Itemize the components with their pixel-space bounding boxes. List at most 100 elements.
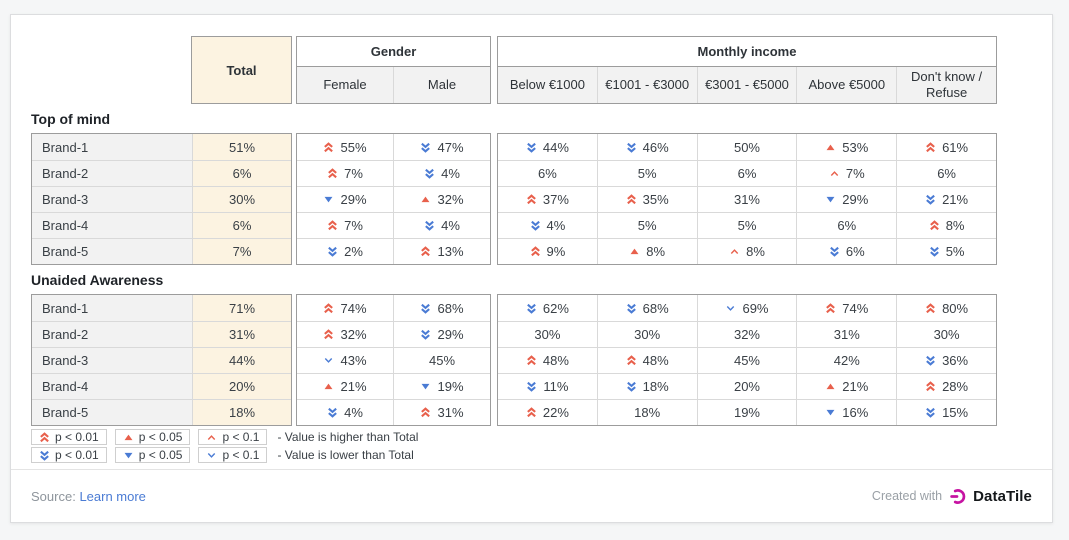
- total-cell: 6%: [192, 161, 291, 186]
- value-cell: 7%: [297, 213, 393, 238]
- total-cell: 6%: [192, 213, 291, 238]
- column-header: €1001 - €3000: [596, 67, 697, 103]
- value-cell: 68%: [596, 295, 697, 321]
- table-content: Total Gender Female Male Monthly income Below…: [11, 15, 1052, 469]
- value-cell: 6%: [498, 161, 597, 186]
- cell-value: 4%: [441, 218, 460, 233]
- table-row: Brand-3 30%: [32, 186, 291, 212]
- significance-down2-icon: [929, 246, 940, 257]
- significance-down2-icon: [327, 246, 338, 257]
- table-row: 44% 46% 50% 53% 61%: [498, 134, 996, 160]
- table-row: 43% 45%: [297, 347, 490, 373]
- group-label: Gender: [297, 37, 490, 67]
- cell-value: 80%: [942, 300, 969, 316]
- significance-up2-icon: [526, 407, 537, 418]
- significance-down2-icon: [420, 142, 431, 153]
- table-row: 30% 30% 32% 31% 30%: [498, 321, 996, 347]
- significance-up1-icon: [825, 381, 836, 392]
- table-row: 7% 4%: [297, 212, 490, 238]
- value-cell: 5%: [596, 213, 697, 238]
- value-cell: 69%: [696, 295, 797, 321]
- value-cell: 19%: [393, 374, 490, 399]
- value-cell: 31%: [696, 187, 797, 212]
- value-cell: 5%: [896, 239, 996, 264]
- cell-value: 21%: [340, 379, 367, 394]
- significance-down1-icon: [825, 194, 836, 205]
- value-cell: 80%: [896, 295, 996, 321]
- significance-down1-icon: [420, 381, 431, 392]
- significance-up2-icon: [327, 220, 338, 231]
- significance-up1-icon: [825, 142, 836, 153]
- brand-cell: Brand-1: [32, 134, 192, 160]
- total-cell: 30%: [192, 187, 291, 212]
- significance-up2-icon: [626, 194, 637, 205]
- value-cell: 9%: [498, 239, 597, 264]
- cell-value: 37%: [542, 192, 569, 207]
- table-row: 37% 35% 31% 29% 21%: [498, 186, 996, 212]
- significance-up2-icon: [420, 407, 431, 418]
- significance-up2-icon: [39, 431, 50, 443]
- value-cell: 47%: [393, 134, 490, 160]
- significance-up2-icon: [925, 381, 936, 392]
- value-cell: 5%: [696, 213, 797, 238]
- value-cell: 22%: [498, 400, 597, 425]
- cell-value: 30%: [534, 327, 561, 342]
- significance-up0-icon: [829, 168, 840, 179]
- learn-more-link[interactable]: Learn more: [79, 488, 146, 504]
- value-cell: 28%: [896, 374, 996, 399]
- cell-value: 13%: [437, 244, 464, 259]
- value-cell: 61%: [896, 134, 996, 160]
- header-group-monthly-income: Monthly income Below €1000 €1001 - €3000 €3…: [497, 36, 997, 104]
- datatile-logo-icon: [949, 488, 966, 505]
- legend-note: - Value is higher than Total: [277, 430, 419, 444]
- significance-up0-icon: [729, 246, 740, 257]
- table-row: Brand-1 51%: [32, 134, 291, 160]
- cell-value: 22%: [542, 405, 569, 420]
- table-row: 48% 48% 45% 42% 36%: [498, 347, 996, 373]
- significance-down1-icon: [323, 194, 334, 205]
- cell-value: 6%: [837, 218, 857, 233]
- section-title: Top of mind: [31, 111, 111, 127]
- header-total-cell: Total: [191, 36, 292, 104]
- significance-down2-icon: [626, 142, 637, 153]
- significance-up1-icon: [629, 246, 640, 257]
- source-line: Source: Learn more: [31, 489, 146, 504]
- cell-value: 30%: [933, 327, 960, 342]
- value-cell: 15%: [896, 400, 996, 425]
- table-row: 29% 32%: [297, 186, 490, 212]
- value-cell: 4%: [498, 213, 597, 238]
- column-header: Below €1000: [509, 76, 585, 92]
- significance-down2-icon: [39, 450, 50, 461]
- cell-value: 20%: [733, 379, 760, 394]
- total-cell: 20%: [192, 374, 291, 399]
- value-cell: 29%: [393, 322, 490, 347]
- cell-value: 4%: [441, 166, 460, 181]
- significance-down2-icon: [327, 407, 338, 418]
- cell-value: 42%: [833, 353, 860, 368]
- cell-value: 48%: [542, 353, 569, 368]
- table-row: Brand-2 6%: [32, 160, 291, 186]
- legend-label: p < 0.05: [138, 430, 183, 444]
- value-cell: 32%: [297, 322, 393, 347]
- value-cell: 2%: [297, 239, 393, 264]
- value-cell: 31%: [393, 400, 490, 425]
- brand-cell: Brand-4: [32, 374, 192, 399]
- cell-value: 21%: [942, 192, 969, 207]
- significance-up2-icon: [925, 302, 936, 314]
- cell-value: 53%: [842, 139, 869, 155]
- value-cell: 68%: [393, 295, 490, 321]
- cell-value: 74%: [842, 300, 869, 316]
- cell-value: 6%: [538, 166, 557, 181]
- legend-item: p < 0.01: [31, 447, 107, 463]
- cell-value: 29%: [437, 327, 464, 342]
- legend-item: p < 0.1: [198, 429, 268, 445]
- total-cell: 7%: [192, 239, 291, 264]
- cell-value: 4%: [546, 218, 566, 233]
- column-header: Male: [393, 67, 490, 103]
- column-header: Above €5000: [796, 67, 896, 103]
- total-cell: 51%: [192, 134, 291, 160]
- table-row: Brand-5 18%: [32, 399, 291, 425]
- legend-item: p < 0.05: [114, 447, 191, 463]
- legend-row: p < 0.01 p < 0.05 p < 0.1 - Value is lower …: [31, 447, 1032, 463]
- value-cell: 18%: [596, 400, 697, 425]
